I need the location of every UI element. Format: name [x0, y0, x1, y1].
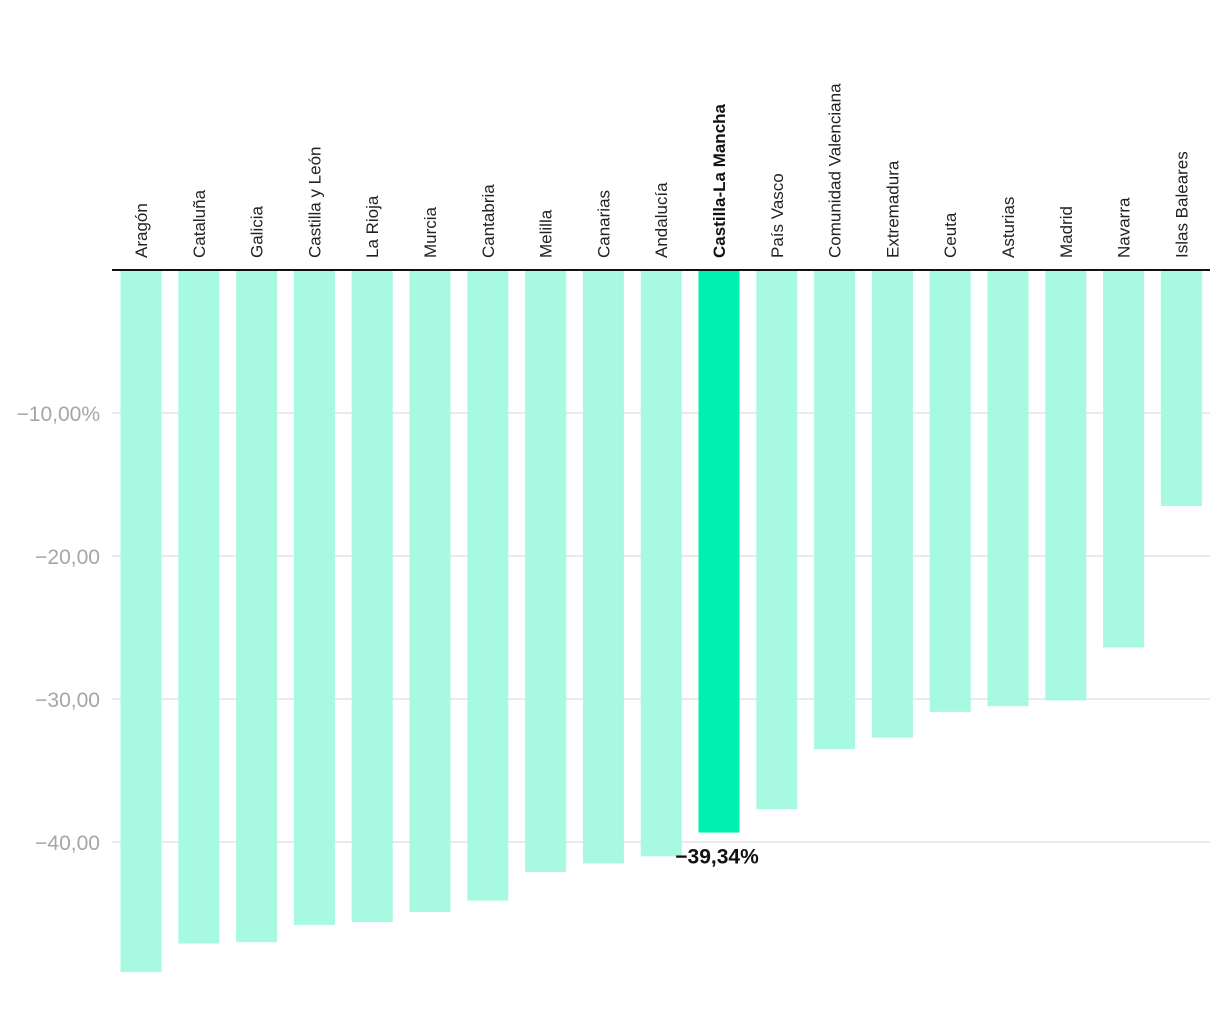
y-tick-label: −40,00 [35, 832, 100, 855]
data-labels: −39,34% [675, 846, 759, 869]
bar-comunidad-valenciana[interactable] [814, 270, 856, 750]
category-label: Asturias [999, 197, 1018, 258]
category-label: Ceuta [941, 212, 960, 258]
category-label: Castilla-La Mancha [710, 103, 729, 258]
y-tick-label: −10,00% [17, 403, 101, 426]
bar-canarias[interactable] [582, 270, 624, 864]
y-tick-label: −20,00 [35, 546, 100, 569]
y-tick-label: −30,00 [35, 689, 100, 712]
bar-ceuta[interactable] [929, 270, 971, 712]
bar-murcia[interactable] [409, 270, 451, 913]
bar-andaluc-a[interactable] [640, 270, 682, 857]
y-axis-ticks: −10,00% −20,00 −30,00 −40,00 [17, 403, 101, 855]
bar-catalu-a[interactable] [178, 270, 220, 944]
category-label: Canarias [594, 190, 613, 258]
category-label: Extremadura [883, 160, 902, 258]
bar-pa-s-vasco[interactable] [756, 270, 798, 810]
bar-arag-n[interactable] [120, 270, 162, 973]
category-label: Navarra [1115, 197, 1134, 258]
category-label: Cantabria [479, 184, 498, 258]
category-label: Cataluña [190, 189, 209, 258]
bar-madrid[interactable] [1045, 270, 1087, 701]
category-label: Islas Baleares [1172, 151, 1191, 258]
highlight-value-label: −39,34% [675, 846, 759, 869]
bars [120, 270, 1202, 973]
category-label: Melilla [537, 209, 556, 258]
bar-la-rioja[interactable] [351, 270, 393, 923]
category-label: Aragón [132, 203, 151, 258]
category-label: Murcia [421, 206, 440, 258]
category-label: Comunidad Valenciana [826, 83, 845, 258]
bar-cantabria[interactable] [467, 270, 509, 901]
bar-melilla[interactable] [525, 270, 567, 873]
bar-galicia[interactable] [236, 270, 278, 943]
category-label: Madrid [1057, 206, 1076, 258]
category-label: Andalucía [652, 182, 671, 258]
bar-islas-baleares[interactable] [1160, 270, 1202, 506]
category-label: País Vasco [768, 173, 787, 258]
bar-navarra[interactable] [1103, 270, 1145, 648]
category-labels: Aragón Cataluña Galicia Castilla y León La R… [132, 83, 1191, 258]
category-label: Castilla y León [305, 146, 324, 258]
category-label: La Rioja [363, 195, 382, 258]
category-label: Galicia [248, 205, 267, 258]
bar-extremadura[interactable] [871, 270, 913, 738]
bar-castilla-la-mancha[interactable] [698, 270, 740, 833]
bar-castilla-y-le-n[interactable] [293, 270, 335, 925]
bar-asturias[interactable] [987, 270, 1029, 707]
